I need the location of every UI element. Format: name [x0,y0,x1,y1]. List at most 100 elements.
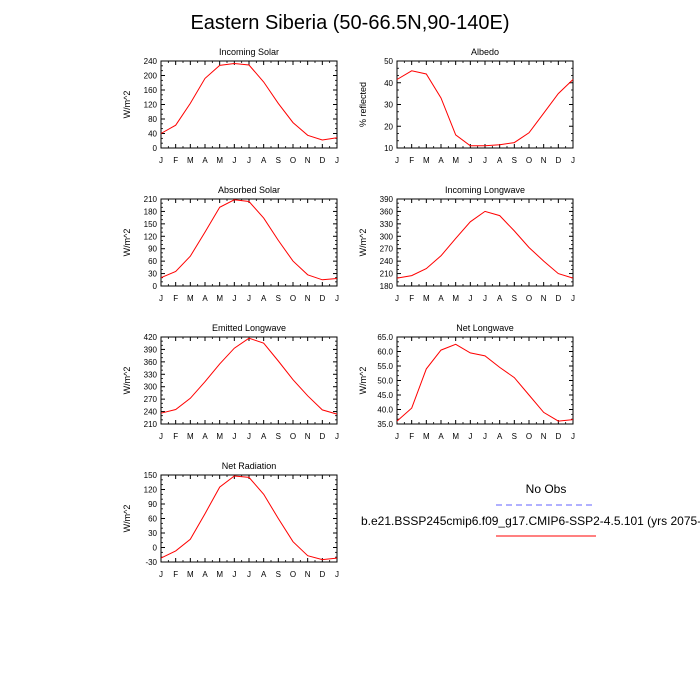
x-tick-label: J [483,294,487,303]
x-tick-label: J [468,294,472,303]
y-tick-label: 120 [144,486,158,495]
panel-title: Incoming Solar [219,47,279,57]
y-axis-label: W/m^2 [122,505,132,533]
y-tick-label: 50.0 [377,377,393,386]
x-tick-label: J [232,432,236,441]
x-tick-label: S [276,156,281,165]
y-tick-label: 40 [384,79,393,88]
x-tick-label: A [438,294,444,303]
x-tick-label: F [409,156,414,165]
x-tick-label: A [202,156,208,165]
y-tick-label: 30 [384,101,393,110]
x-tick-label: J [232,294,236,303]
x-tick-label: A [202,570,208,579]
x-tick-label: J [468,156,472,165]
x-tick-label: M [423,156,430,165]
x-tick-label: M [187,432,194,441]
y-tick-label: 0 [153,144,158,153]
x-tick-label: M [216,570,223,579]
x-tick-label: O [290,432,296,441]
y-axis-label: W/m^2 [358,229,368,257]
y-tick-label: 300 [144,383,158,392]
x-tick-label: M [423,294,430,303]
x-tick-label: J [232,156,236,165]
x-tick-label: N [305,570,311,579]
x-tick-label: M [452,294,459,303]
x-tick-label: A [497,432,503,441]
x-tick-label: J [395,156,399,165]
x-tick-label: D [319,432,325,441]
panel-title: Absorbed Solar [218,185,280,195]
y-tick-label: 150 [144,220,158,229]
x-tick-label: D [319,294,325,303]
x-tick-label: S [512,156,517,165]
y-tick-label: 420 [144,333,158,342]
x-tick-label: J [159,570,163,579]
panel-title: Net Radiation [222,461,277,471]
y-tick-label: 60 [148,257,157,266]
series-line [396,210,574,279]
y-tick-label: 50 [384,57,393,66]
y-axis-label: % reflected [358,82,368,127]
x-tick-label: M [452,156,459,165]
y-tick-label: 40 [148,130,157,139]
x-tick-label: J [247,156,251,165]
page-title: Eastern Siberia (50-66.5N,90-140E) [190,12,510,34]
x-tick-label: A [202,432,208,441]
x-tick-label: S [512,432,517,441]
y-tick-label: 0 [153,282,158,291]
series-line [160,62,338,141]
y-tick-label: 120 [144,232,158,241]
y-axis-label: W/m^2 [122,91,132,119]
x-tick-label: J [483,432,487,441]
x-tick-label: J [395,294,399,303]
x-tick-label: J [571,432,575,441]
x-tick-label: O [290,156,296,165]
y-tick-label: 30 [148,270,157,279]
plot-frame [396,60,574,149]
y-tick-label: 150 [144,471,158,480]
y-tick-label: 390 [144,345,158,354]
x-tick-label: J [335,570,339,579]
x-tick-label: J [571,294,575,303]
y-tick-label: 40.0 [377,406,393,415]
x-tick-label: N [305,156,311,165]
x-tick-label: J [335,294,339,303]
y-tick-label: 360 [380,207,394,216]
x-tick-label: J [247,294,251,303]
y-tick-label: 10 [384,144,393,153]
x-tick-label: A [202,294,208,303]
y-tick-label: 60.0 [377,348,393,357]
y-axis-label: W/m^2 [358,367,368,395]
x-tick-label: A [438,432,444,441]
x-tick-label: M [216,156,223,165]
x-tick-label: D [555,294,561,303]
y-tick-label: 55.0 [377,362,393,371]
x-tick-label: O [290,570,296,579]
y-tick-label: 240 [144,408,158,417]
y-tick-label: 330 [380,220,394,229]
y-tick-label: 160 [144,86,158,95]
plot-frame [396,336,574,425]
x-tick-label: M [216,294,223,303]
y-tick-label: 90 [148,245,157,254]
x-tick-label: D [319,156,325,165]
x-tick-label: A [261,156,267,165]
x-tick-label: D [555,156,561,165]
x-tick-label: A [261,294,267,303]
x-tick-label: O [526,432,532,441]
y-tick-label: 35.0 [377,420,393,429]
x-tick-label: F [409,294,414,303]
x-tick-label: O [526,294,532,303]
y-tick-label: 210 [144,420,158,429]
x-tick-label: A [497,156,503,165]
x-tick-label: A [261,570,267,579]
x-tick-label: M [187,570,194,579]
